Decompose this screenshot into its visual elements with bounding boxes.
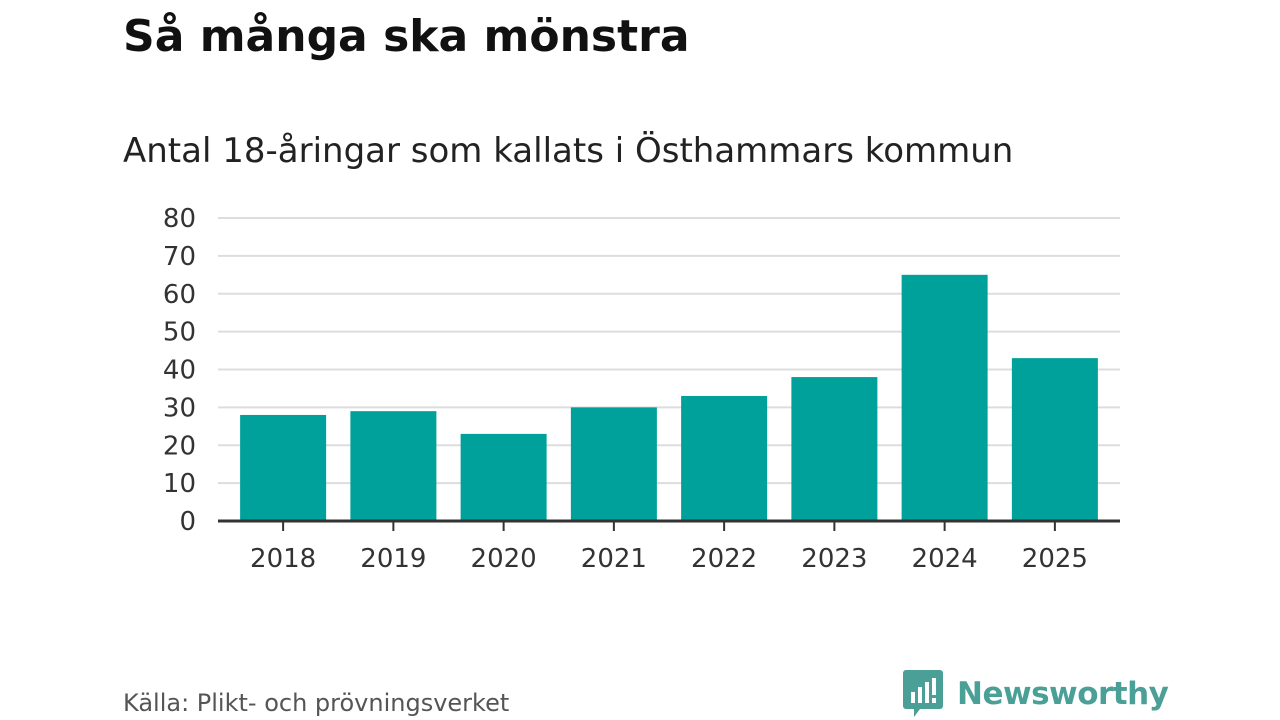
y-tick-label: 30 <box>163 393 196 423</box>
y-tick-label: 70 <box>163 242 196 272</box>
newsworthy-logo-icon <box>903 670 943 717</box>
y-tick-label: 60 <box>163 280 196 310</box>
bar-2025 <box>1011 358 1098 521</box>
chart-title: Så många ska mönstra <box>123 11 690 62</box>
x-tick-label: 2020 <box>471 544 537 574</box>
x-tick-label: 2019 <box>360 544 426 574</box>
y-tick-label: 80 <box>163 204 196 234</box>
y-tick-label: 50 <box>163 318 196 348</box>
chart-subtitle: Antal 18-åringar som kallats i Östhammar… <box>123 131 1014 171</box>
y-tick-label: 20 <box>163 431 196 461</box>
bar-2018 <box>240 414 327 521</box>
bar-2023 <box>791 377 878 521</box>
x-tick-label: 2025 <box>1022 544 1088 574</box>
y-tick-label: 10 <box>163 469 196 499</box>
x-tick-label: 2021 <box>581 544 647 574</box>
x-tick-label: 2018 <box>250 544 316 574</box>
bar-2021 <box>570 407 657 521</box>
source-note: Källa: Plikt- och prövningsverket <box>123 689 510 717</box>
y-tick-label: 40 <box>163 356 196 386</box>
x-tick-label: 2022 <box>691 544 757 574</box>
bar-2020 <box>460 433 547 521</box>
brand-name: Newsworthy <box>957 676 1169 712</box>
x-tick-label: 2023 <box>801 544 867 574</box>
y-tick-label: 0 <box>179 507 196 537</box>
newsworthy-brand: Newsworthy <box>903 670 1169 718</box>
bar-2024 <box>901 274 988 521</box>
bar-2022 <box>681 396 768 521</box>
bar-2019 <box>350 411 437 521</box>
x-tick-label: 2024 <box>912 544 978 574</box>
